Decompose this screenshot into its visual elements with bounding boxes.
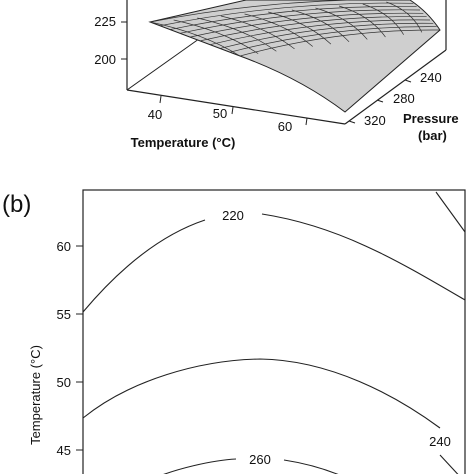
surface-z-axis: 225 200 xyxy=(94,14,127,67)
surface-panel: 225 200 40 50 60 Temperature (°C) 240 28… xyxy=(94,0,459,150)
surface-mesh-line xyxy=(189,12,424,38)
surface-mesh-line xyxy=(199,16,427,42)
surface-mesh-line xyxy=(239,29,440,57)
contour-label-240: 240 xyxy=(429,434,451,449)
contour-line-220 xyxy=(82,219,206,313)
contour-label-260: 260 xyxy=(249,452,271,467)
surface-x-axis: 40 50 60 Temperature (°C) xyxy=(131,95,308,150)
surface-box-floor-front xyxy=(126,89,346,125)
y-axis-title: Temperature (°C) xyxy=(28,345,43,445)
contour-panel: (b) Temperature (°C) 60 55 50 45 220 xyxy=(2,189,466,474)
x-tick-label: 50 xyxy=(213,106,227,121)
surface-mesh-line xyxy=(169,6,417,30)
contour-line-260 xyxy=(163,458,237,474)
surface-mesh-line xyxy=(315,7,368,40)
z-tick-label: 225 xyxy=(94,14,116,29)
surface-mesh-line xyxy=(386,1,423,33)
surface-y-axis: 240 280 320 Pressure (bar) xyxy=(348,70,459,143)
x-axis-title: Temperature (°C) xyxy=(131,135,236,150)
surface-mesh-line xyxy=(150,0,411,23)
contour-y-axis: 60 55 50 45 xyxy=(57,239,83,458)
x-tick-label: 40 xyxy=(148,107,162,122)
y-tick-label: 55 xyxy=(57,307,71,322)
surface-mesh-line xyxy=(268,11,332,45)
surface-mesh-line xyxy=(173,19,259,54)
surface-mesh-line xyxy=(209,19,431,46)
contour-line-240 xyxy=(439,454,459,474)
plot-frame xyxy=(82,189,466,474)
surface-box-floor-right xyxy=(344,49,447,125)
surface-mesh-line xyxy=(362,3,404,35)
y-tick-label: 320 xyxy=(364,113,386,128)
y-tick-label: 280 xyxy=(393,91,415,106)
x-tick-label: 60 xyxy=(278,119,292,134)
y-axis-title-unit: (bar) xyxy=(418,128,447,143)
y-axis-title: Pressure xyxy=(403,111,459,126)
contour-line-220 xyxy=(261,213,466,301)
surface-mesh-line xyxy=(229,26,437,53)
contour-lines xyxy=(82,191,466,474)
surface-mesh-line xyxy=(179,9,421,34)
surface-mesh-line xyxy=(159,2,414,27)
z-tick-label: 200 xyxy=(94,52,116,67)
response-surface xyxy=(148,0,441,113)
y-tick-label: 50 xyxy=(57,375,71,390)
contour-line-top-right xyxy=(435,191,466,233)
panel-label: (b) xyxy=(2,191,31,218)
y-tick-label: 60 xyxy=(57,239,71,254)
contour-label-220: 220 xyxy=(222,208,244,223)
surface-mesh-line xyxy=(219,22,434,49)
surface-mesh-line xyxy=(197,17,277,52)
contour-line-240 xyxy=(82,358,441,429)
surface-mesh-line xyxy=(291,9,350,43)
contour-line-260 xyxy=(283,459,339,474)
y-tick-label: 45 xyxy=(57,443,71,458)
y-tick-label: 240 xyxy=(420,70,442,85)
surface-grid xyxy=(150,0,440,57)
